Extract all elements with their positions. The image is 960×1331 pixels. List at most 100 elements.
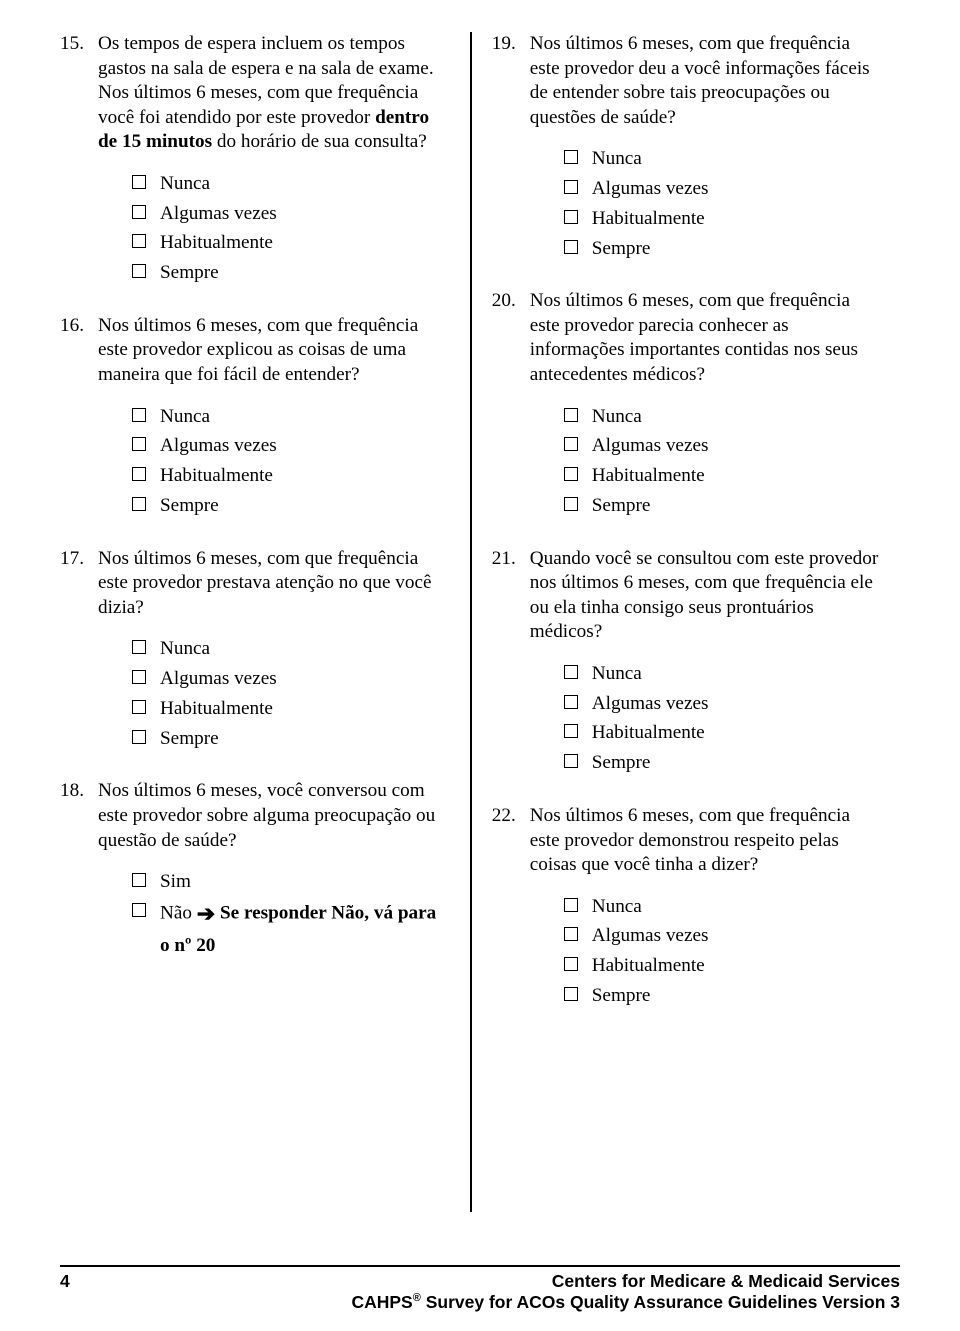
checkbox-icon[interactable] <box>132 640 146 654</box>
question-text: Os tempos de espera incluem os tempos ga… <box>98 32 450 155</box>
footer-text: Centers for Medicare & Medicaid Services… <box>351 1271 900 1313</box>
left-column: 15. Os tempos de espera incluem os tempo… <box>60 32 470 1212</box>
option-label: Algumas vezes <box>592 174 882 204</box>
option-row: Algumas vezes <box>564 921 882 951</box>
option-label: Nunca <box>592 659 882 689</box>
option-row: Nunca <box>564 892 882 922</box>
option-label: Algumas vezes <box>592 921 882 951</box>
question-text: Quando você se consultou com este proved… <box>530 547 882 645</box>
option-row: Habitualmente <box>564 461 882 491</box>
question-18: 18. Nos últimos 6 meses, você conversou … <box>60 779 450 853</box>
checkbox-icon[interactable] <box>132 205 146 219</box>
option-row: Nunca <box>132 402 450 432</box>
option-label: Habitualmente <box>592 204 882 234</box>
checkbox-icon[interactable] <box>564 210 578 224</box>
options-15: Nunca Algumas vezes Habitualmente Sempre <box>132 169 450 288</box>
option-row: Nunca <box>564 402 882 432</box>
question-number: 22. <box>492 804 530 878</box>
footer-line-2: CAHPS® Survey for ACOs Quality Assurance… <box>351 1292 900 1313</box>
option-row: Nunca <box>564 659 882 689</box>
option-label: Sempre <box>592 748 882 778</box>
option-label: Sempre <box>160 491 450 521</box>
checkbox-icon[interactable] <box>564 724 578 738</box>
option-row: Sempre <box>564 234 882 264</box>
right-column: 19. Nos últimos 6 meses, com que frequên… <box>472 32 900 1212</box>
option-row: Algumas vezes <box>132 664 450 694</box>
option-label: Habitualmente <box>592 718 882 748</box>
question-number: 20. <box>492 289 530 387</box>
question-number: 17. <box>60 547 98 621</box>
checkbox-icon[interactable] <box>564 754 578 768</box>
checkbox-icon[interactable] <box>564 695 578 709</box>
option-label: Sempre <box>592 491 882 521</box>
option-label: Algumas vezes <box>160 431 450 461</box>
option-row: Nunca <box>132 634 450 664</box>
option-row: Habitualmente <box>132 694 450 724</box>
question-text: Nos últimos 6 meses, com que frequência … <box>530 32 882 130</box>
checkbox-icon[interactable] <box>132 873 146 887</box>
option-label: Algumas vezes <box>592 689 882 719</box>
question-16: 16. Nos últimos 6 meses, com que frequên… <box>60 314 450 388</box>
checkbox-icon[interactable] <box>564 150 578 164</box>
checkbox-icon[interactable] <box>132 234 146 248</box>
question-text: Nos últimos 6 meses, com que frequência … <box>98 547 450 621</box>
option-label: Nunca <box>592 144 882 174</box>
options-16: Nunca Algumas vezes Habitualmente Sempre <box>132 402 450 521</box>
options-22: Nunca Algumas vezes Habitualmente Sempre <box>564 892 882 1011</box>
footer-line-1: Centers for Medicare & Medicaid Services <box>351 1271 900 1292</box>
question-text: Nos últimos 6 meses, com que frequência … <box>98 314 450 388</box>
question-number: 15. <box>60 32 98 155</box>
option-row: Nunca <box>132 169 450 199</box>
option-label: Nunca <box>592 892 882 922</box>
question-20: 20. Nos últimos 6 meses, com que frequên… <box>492 289 882 387</box>
checkbox-icon[interactable] <box>132 264 146 278</box>
checkbox-icon[interactable] <box>564 665 578 679</box>
checkbox-icon[interactable] <box>132 700 146 714</box>
question-number: 21. <box>492 547 530 645</box>
checkbox-icon[interactable] <box>564 957 578 971</box>
question-15: 15. Os tempos de espera incluem os tempo… <box>60 32 450 155</box>
options-21: Nunca Algumas vezes Habitualmente Sempre <box>564 659 882 778</box>
option-row: Sempre <box>564 981 882 1011</box>
option-label: Nunca <box>592 402 882 432</box>
checkbox-icon[interactable] <box>564 240 578 254</box>
option-row: Habitualmente <box>564 204 882 234</box>
checkbox-icon[interactable] <box>132 175 146 189</box>
option-row: Habitualmente <box>564 951 882 981</box>
option-row: Sempre <box>132 258 450 288</box>
option-label: Nunca <box>160 634 450 664</box>
question-22: 22. Nos últimos 6 meses, com que frequên… <box>492 804 882 878</box>
checkbox-icon[interactable] <box>564 927 578 941</box>
checkbox-icon[interactable] <box>132 903 146 917</box>
option-row: Algumas vezes <box>564 174 882 204</box>
page-columns: 15. Os tempos de espera incluem os tempo… <box>60 32 900 1212</box>
option-label: Sim <box>160 867 450 897</box>
checkbox-icon[interactable] <box>564 408 578 422</box>
question-19: 19. Nos últimos 6 meses, com que frequên… <box>492 32 882 130</box>
page-footer: 4 Centers for Medicare & Medicaid Servic… <box>60 1265 900 1313</box>
option-label: Nunca <box>160 169 450 199</box>
option-row: Sempre <box>564 491 882 521</box>
checkbox-icon[interactable] <box>132 497 146 511</box>
option-label: Sempre <box>592 234 882 264</box>
checkbox-icon[interactable] <box>564 437 578 451</box>
checkbox-icon[interactable] <box>132 437 146 451</box>
checkbox-icon[interactable] <box>564 180 578 194</box>
option-row: Algumas vezes <box>564 689 882 719</box>
options-19: Nunca Algumas vezes Habitualmente Sempre <box>564 144 882 263</box>
question-number: 16. <box>60 314 98 388</box>
question-text: Nos últimos 6 meses, você conversou com … <box>98 779 450 853</box>
checkbox-icon[interactable] <box>132 670 146 684</box>
checkbox-icon[interactable] <box>132 408 146 422</box>
options-20: Nunca Algumas vezes Habitualmente Sempre <box>564 402 882 521</box>
checkbox-icon[interactable] <box>564 987 578 1001</box>
checkbox-icon[interactable] <box>564 898 578 912</box>
option-row: Habitualmente <box>132 228 450 258</box>
checkbox-icon[interactable] <box>564 467 578 481</box>
checkbox-icon[interactable] <box>132 467 146 481</box>
option-row: Não ➔ Se responder Não, vá para o nº 20 <box>132 897 450 961</box>
option-label: Habitualmente <box>592 461 882 491</box>
checkbox-icon[interactable] <box>564 497 578 511</box>
checkbox-icon[interactable] <box>132 730 146 744</box>
option-label: Algumas vezes <box>160 664 450 694</box>
